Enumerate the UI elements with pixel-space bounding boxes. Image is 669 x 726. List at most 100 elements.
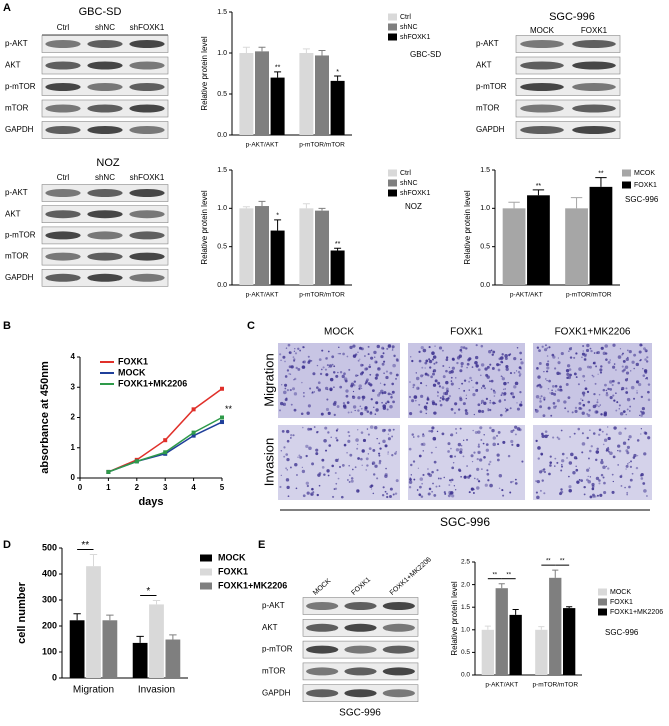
x-tick-label: 3 xyxy=(163,483,168,492)
cell xyxy=(581,432,584,435)
cell xyxy=(605,389,608,392)
cell xyxy=(311,488,314,491)
y-tick-label: 2 xyxy=(71,413,76,422)
cell xyxy=(626,349,629,352)
cell xyxy=(386,408,389,411)
cell xyxy=(509,407,512,410)
cell xyxy=(426,397,430,401)
lane-label: Ctrl xyxy=(57,173,70,182)
cell xyxy=(570,452,574,457)
cell xyxy=(341,374,345,379)
cell xyxy=(464,411,469,416)
cell xyxy=(306,491,310,495)
legend-swatch xyxy=(388,23,397,31)
cell xyxy=(367,453,370,455)
cell xyxy=(621,369,625,373)
cell xyxy=(568,347,572,351)
cell xyxy=(466,362,470,366)
cell xyxy=(444,391,449,396)
cell xyxy=(342,352,345,356)
y-tick-label: 200 xyxy=(42,620,57,630)
cell xyxy=(282,402,287,406)
cell xyxy=(536,367,539,370)
cell xyxy=(501,392,504,395)
bar xyxy=(239,208,254,285)
cell xyxy=(466,438,469,441)
cell xyxy=(347,479,349,481)
cell xyxy=(603,438,608,442)
cell xyxy=(357,457,360,460)
cell xyxy=(385,370,389,373)
cell xyxy=(356,443,359,446)
cell xyxy=(382,347,385,350)
significance: * xyxy=(146,586,150,597)
cell xyxy=(605,433,608,436)
legend-swatch xyxy=(598,598,607,606)
blot-band xyxy=(520,126,564,134)
cell xyxy=(378,459,382,463)
cell xyxy=(619,412,624,416)
cell xyxy=(382,404,387,408)
cell xyxy=(625,449,629,453)
cell xyxy=(333,371,336,374)
cell xyxy=(633,397,636,400)
cell xyxy=(600,460,604,465)
cell xyxy=(335,482,338,485)
cell xyxy=(549,461,553,464)
cell xyxy=(553,392,557,396)
row-label: mTOR xyxy=(476,104,500,113)
cell xyxy=(475,381,479,385)
x-tick-label: Invasion xyxy=(138,685,175,696)
cell xyxy=(618,404,621,407)
cell xyxy=(492,442,496,447)
cell xyxy=(424,361,428,365)
cell xyxy=(472,386,474,388)
cell xyxy=(595,351,599,355)
cell xyxy=(574,406,578,409)
cell xyxy=(442,375,446,379)
cell xyxy=(587,400,591,404)
row-label: p-AKT xyxy=(262,601,285,610)
cell xyxy=(340,495,344,499)
cell xyxy=(537,457,540,460)
cell xyxy=(349,474,351,476)
cell xyxy=(285,453,289,456)
cell xyxy=(391,349,394,351)
blot-band xyxy=(129,61,165,70)
cell xyxy=(466,366,468,369)
cell xyxy=(613,363,616,365)
cell xyxy=(512,480,514,483)
cell xyxy=(473,413,476,416)
cell xyxy=(378,461,382,465)
cell xyxy=(519,351,522,355)
cell xyxy=(391,390,395,394)
cell xyxy=(424,372,428,376)
cell xyxy=(354,466,357,469)
cell xyxy=(361,371,364,374)
cell xyxy=(342,402,346,405)
cell xyxy=(640,414,643,417)
cell xyxy=(471,461,474,463)
cell xyxy=(611,490,615,494)
cell xyxy=(325,358,327,360)
cell xyxy=(296,474,298,476)
cell xyxy=(505,408,509,412)
cell xyxy=(459,427,462,430)
cell xyxy=(465,348,467,350)
legend-label: shNC xyxy=(400,180,418,187)
cell xyxy=(290,365,294,369)
cell xyxy=(566,457,568,459)
cell xyxy=(492,389,495,392)
cell xyxy=(346,355,349,358)
lane-label: FOXK1 xyxy=(581,26,608,35)
cell xyxy=(512,429,515,432)
cell xyxy=(343,443,347,447)
cell xyxy=(545,344,547,347)
cell xyxy=(556,399,561,403)
cell xyxy=(428,473,433,478)
cell xyxy=(375,373,379,377)
cell xyxy=(382,486,385,489)
lane-label: MOCK xyxy=(530,26,555,35)
cell xyxy=(582,350,584,352)
cell xyxy=(569,373,572,377)
